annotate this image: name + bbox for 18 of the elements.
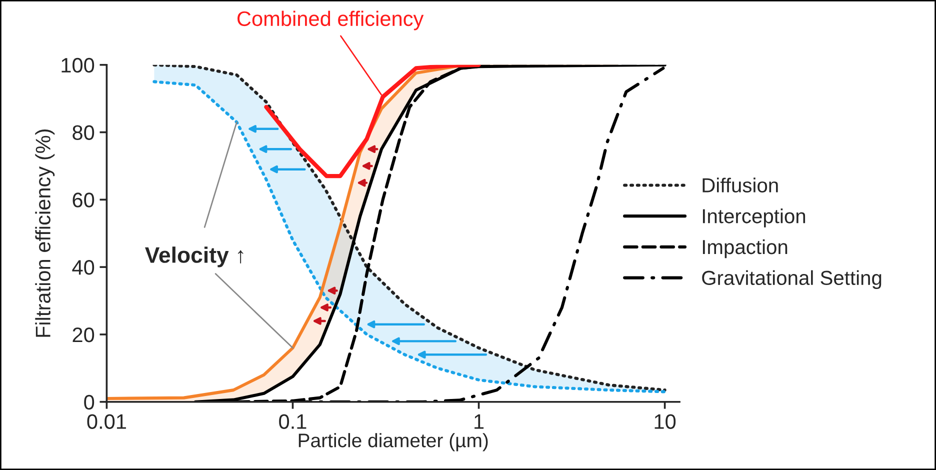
x-tick-label: 10 [654, 414, 676, 429]
x-tick-label: 0.1 [279, 414, 306, 429]
y-tick-label: 60 [72, 192, 94, 208]
y-axis-title: Filtration efficiency (%) [35, 129, 55, 337]
x-axis-title: Particle diameter (µm) [298, 433, 488, 452]
y-tick-label: 20 [72, 327, 94, 342]
y-tick-label: 80 [72, 125, 94, 140]
y-tick-label: 0 [84, 394, 94, 410]
legend-label: Diffusion [702, 178, 778, 192]
legend-label: Impaction [702, 239, 788, 258]
legend-label: Interception [702, 208, 806, 228]
x-tick-label: 1 [474, 414, 484, 429]
x-tick-label: 0.01 [87, 414, 126, 429]
y-tick-label: 40 [72, 260, 94, 275]
annotation: Velocity ↑ [145, 246, 244, 268]
legend-label: Gravitational Setting [702, 270, 882, 290]
y-tick-label: 100 [62, 58, 94, 73]
annotation: Combined efficiency [238, 10, 424, 30]
